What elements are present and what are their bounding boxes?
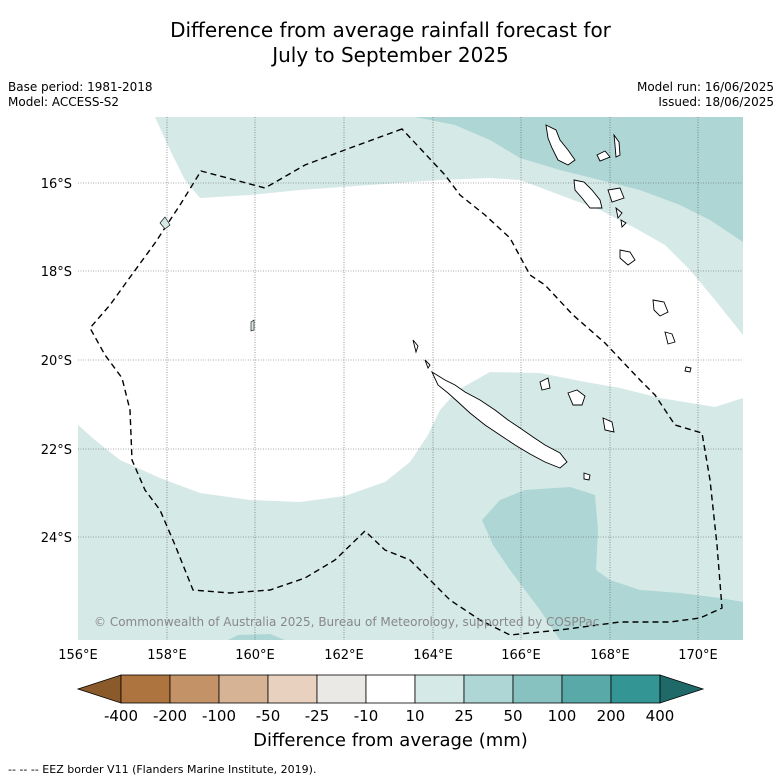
colorbar-tick-label: 10 (405, 707, 424, 725)
eez-border (89, 128, 723, 636)
colorbar-tick-label: -100 (202, 707, 236, 725)
colorbar-segment (218, 674, 269, 704)
eez-footnote: -- -- -- EEZ border V11 (Flanders Marine… (8, 763, 317, 776)
new-caledonia-coast (430, 370, 568, 469)
meta-right: Model run: 16/06/2025 Issued: 18/06/2025 (637, 80, 774, 110)
colorbar-title: Difference from average (mm) (253, 730, 528, 751)
colorbar-segment (463, 674, 514, 704)
colorbar-segment (267, 674, 318, 704)
colorbar-segment (316, 674, 367, 704)
longitude-labels: 156°E 158°E 160°E 162°E 164°E 166°E 168°… (58, 648, 718, 663)
lon-label: 162°E (324, 648, 364, 663)
lon-label: 156°E (58, 648, 98, 663)
latitude-labels: 16°S 18°S 20°S 22°S 24°S (41, 177, 72, 546)
base-period-text: Base period: 1981-2018 (8, 80, 153, 94)
lon-label: 166°E (501, 648, 541, 663)
title-line-1: Difference from average rainfall forecas… (170, 18, 611, 42)
colorbar-tick-label: 25 (454, 707, 473, 725)
anomaly-region-mid-northeast (415, 117, 743, 242)
small-islands-west (159, 216, 255, 332)
anomaly-region-mid-small (228, 634, 285, 640)
colorbar-arrow-high (659, 674, 705, 704)
lon-label: 158°E (147, 648, 187, 663)
gridlines (78, 117, 743, 640)
colorbar-arrow-low (76, 674, 122, 704)
lon-label: 168°E (590, 648, 630, 663)
colorbar-segment (561, 674, 612, 704)
lat-label: 20°S (41, 354, 72, 369)
colorbar: -400 -200 -100 -50 -25 -10 10 25 50 100 200 400 (76, 674, 705, 725)
colorbar-tick-label: 200 (597, 707, 626, 725)
colorbar-tick-label: -200 (153, 707, 187, 725)
chart-title: Difference from average rainfall forecas… (0, 18, 781, 68)
colorbar-segment (512, 674, 563, 704)
lat-label: 18°S (41, 265, 72, 280)
colorbar-tick-label: 50 (503, 707, 522, 725)
lon-label: 164°E (413, 648, 453, 663)
colorbar-segment (169, 674, 220, 704)
map-area: © Commonwealth of Australia 2025, Bureau… (78, 117, 743, 640)
lat-label: 22°S (41, 443, 72, 458)
colorbar-tick-label: 400 (646, 707, 675, 725)
colorbar-segment (120, 674, 171, 704)
colorbar-tick-label: 100 (548, 707, 577, 725)
lat-label: 16°S (41, 177, 72, 192)
meta-left: Base period: 1981-2018 Model: ACCESS-S2 (8, 80, 153, 110)
loyalty-islands-coast (539, 377, 615, 481)
copyright-text: © Commonwealth of Australia 2025, Bureau… (94, 615, 599, 629)
issued-text: Issued: 18/06/2025 (658, 95, 774, 109)
anomaly-region-mid-southeast (482, 487, 743, 640)
colorbar-segment (414, 674, 465, 704)
colorbar-segment (365, 674, 416, 704)
colorbar-segment (610, 674, 661, 704)
colorbar-tick-label: -400 (104, 707, 138, 725)
lon-label: 170°E (678, 648, 718, 663)
lat-label: 24°S (41, 531, 72, 546)
colorbar-tick-label: -50 (256, 707, 281, 725)
colorbar-tick-label: -25 (305, 707, 330, 725)
model-run-text: Model run: 16/06/2025 (636, 80, 774, 94)
vanuatu-coast (545, 124, 692, 373)
title-line-2: July to September 2025 (272, 43, 509, 67)
colorbar-tick-label: -10 (354, 707, 379, 725)
belep-islands-coast (412, 339, 431, 369)
model-text: Model: ACCESS-S2 (8, 95, 120, 109)
lon-label: 160°E (235, 648, 275, 663)
